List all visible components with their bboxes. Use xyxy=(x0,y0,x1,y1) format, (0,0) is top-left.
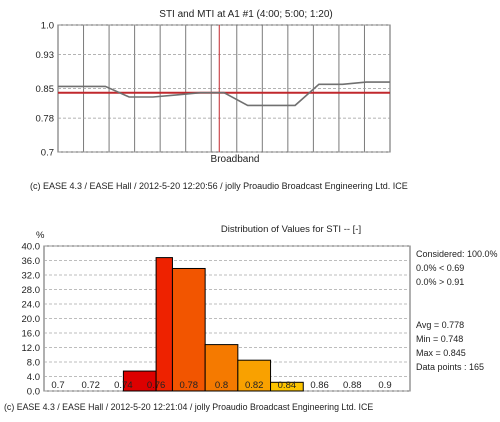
stat-points: Data points : 165 xyxy=(416,362,484,372)
bottom-y-axis: 0.0 4.0 8.0 12.0 16.0 20.0 24.0 28.0 32.0 36.0 40.… xyxy=(22,242,41,398)
bottom-chart-title: Distribution of Values for STI -- [-] xyxy=(221,224,361,235)
stat-below: 0.0% < 0.69 xyxy=(416,263,464,273)
top-y-tick-label: 1.0 xyxy=(41,21,54,32)
statistics-panel: Considered: 100.0% 0.0% < 0.69 0.0% > 0.… xyxy=(416,249,498,372)
top-chart-title: STI and MTI at A1 #1 (4:00; 5:00; 1:20) xyxy=(159,9,332,20)
histogram-bars xyxy=(122,257,304,392)
top-y-axis: 1.0 0.93 0.85 0.78 0.7 xyxy=(36,21,55,159)
bottom-x-tick-label: 0.78 xyxy=(180,380,199,391)
bottom-x-tick-label: 0.72 xyxy=(81,380,100,391)
sti-mti-chart: STI and MTI at A1 #1 (4:00; 5:00; 1:20) … xyxy=(30,9,408,191)
sti-distribution-chart: Distribution of Values for STI -- [-] % … xyxy=(4,224,498,412)
histogram-bar xyxy=(237,359,272,392)
histogram-bar xyxy=(171,267,206,392)
stat-above: 0.0% > 0.91 xyxy=(416,277,464,287)
bottom-y-tick-label: 28.0 xyxy=(22,285,41,296)
top-y-tick-label: 0.78 xyxy=(36,114,55,125)
bottom-x-tick-label: 0.74 xyxy=(114,380,133,391)
bottom-y-tick-label: 4.0 xyxy=(27,372,40,383)
bottom-y-tick-label: 0.0 xyxy=(27,387,40,398)
bottom-x-tick-label: 0.7 xyxy=(51,380,64,391)
bottom-y-tick-label: 24.0 xyxy=(22,300,41,311)
stat-max: Max = 0.845 xyxy=(416,348,466,358)
bottom-footer: (c) EASE 4.3 / EASE Hall / 2012-5-20 12:… xyxy=(4,402,373,412)
bottom-x-tick-label: 0.84 xyxy=(278,380,297,391)
histogram-bar xyxy=(155,257,173,392)
bottom-y-tick-label: 12.0 xyxy=(22,343,41,354)
bottom-x-tick-label: 0.76 xyxy=(147,380,166,391)
top-y-tick-label: 0.85 xyxy=(36,84,55,95)
bottom-y-tick-label: 36.0 xyxy=(22,256,41,267)
bottom-y-tick-label: 32.0 xyxy=(22,271,41,282)
top-x-label: Broadband xyxy=(211,154,260,165)
top-footer: (c) EASE 4.3 / EASE Hall / 2012-5-20 12:… xyxy=(30,181,408,191)
histogram-bar xyxy=(270,381,304,392)
bottom-y-tick-label: 8.0 xyxy=(27,358,40,369)
top-y-tick-label: 0.93 xyxy=(36,50,55,61)
stat-avg: Avg = 0.778 xyxy=(416,320,464,330)
stat-considered: Considered: 100.0% xyxy=(416,249,498,259)
bottom-x-tick-label: 0.82 xyxy=(245,380,264,391)
bottom-y-tick-label: 16.0 xyxy=(22,329,41,340)
top-series xyxy=(58,81,390,107)
stat-min: Min = 0.748 xyxy=(416,334,463,344)
bottom-y-tick-label: 40.0 xyxy=(22,242,41,253)
top-y-tick-label: 0.7 xyxy=(41,148,54,159)
bottom-x-axis: 0.7 0.72 0.74 0.76 0.78 0.8 0.82 0.84 0.86 0.88 0.… xyxy=(51,380,391,391)
bottom-y-tick-label: 20.0 xyxy=(22,314,41,325)
bottom-x-tick-label: 0.86 xyxy=(310,380,329,391)
bottom-x-tick-label: 0.8 xyxy=(215,380,228,391)
bottom-y-unit: % xyxy=(36,230,45,241)
bottom-x-tick-label: 0.9 xyxy=(378,380,391,391)
bottom-x-tick-label: 0.88 xyxy=(343,380,362,391)
top-series-line xyxy=(58,81,390,107)
